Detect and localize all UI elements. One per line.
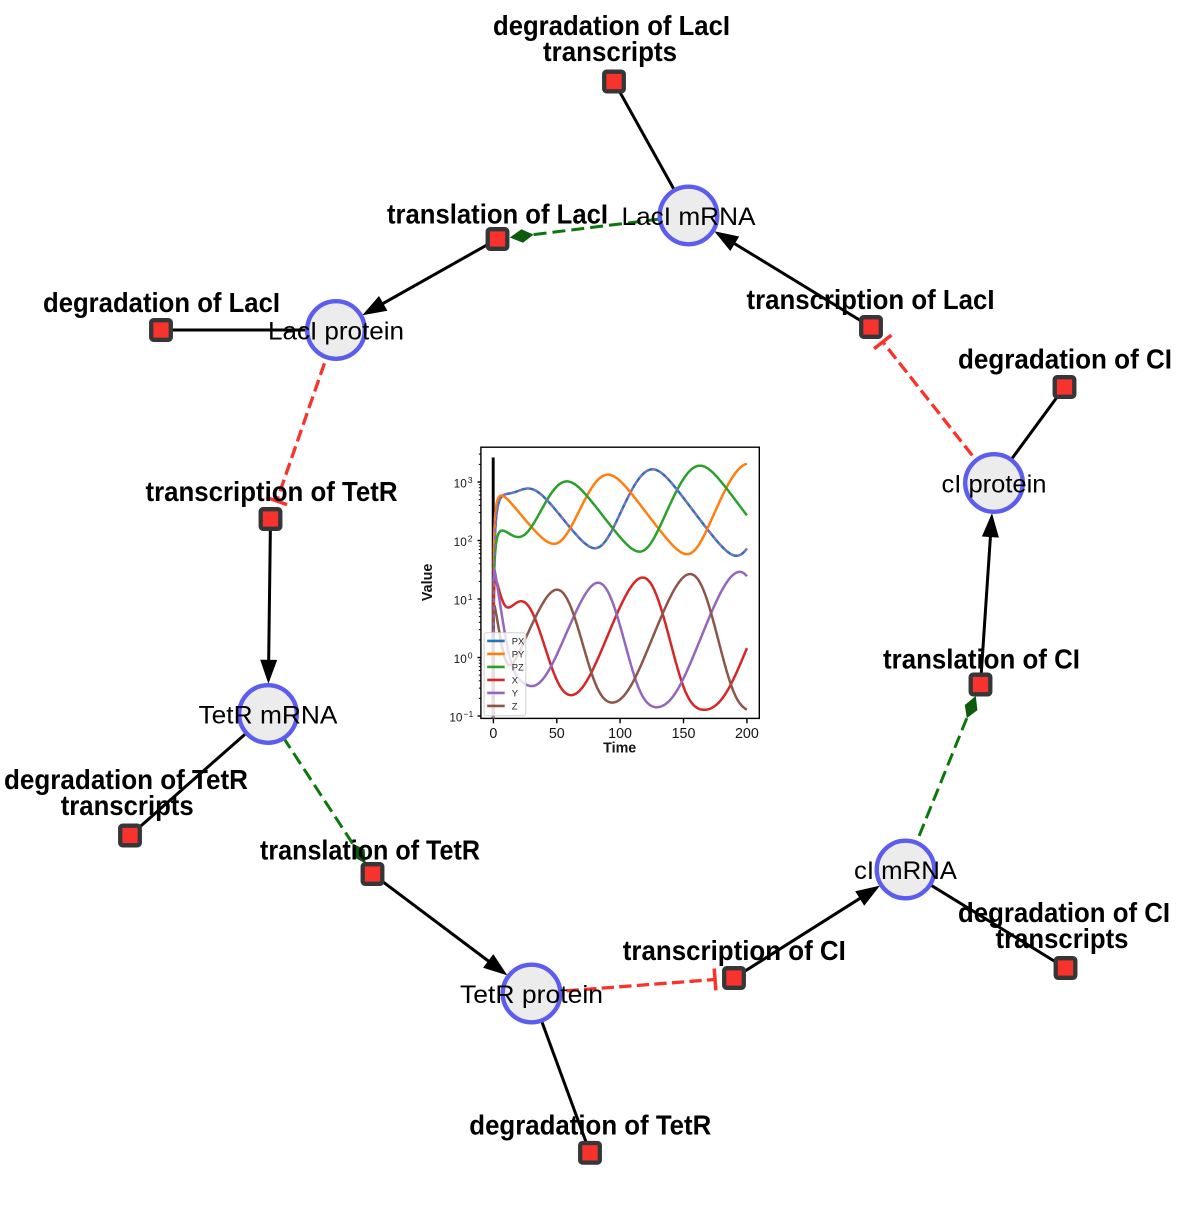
svg-text:Time: Time — [603, 740, 636, 756]
svg-text:2: 2 — [468, 533, 473, 543]
svg-text:degradation of LacI: degradation of LacI — [43, 287, 280, 318]
svg-text:transcription of CI: transcription of CI — [623, 935, 846, 966]
svg-text:transcription of LacI: transcription of LacI — [747, 284, 995, 315]
svg-text:cI protein: cI protein — [942, 471, 1047, 499]
svg-text:Y: Y — [512, 687, 519, 698]
svg-text:3: 3 — [468, 475, 473, 485]
svg-text:TetR protein: TetR protein — [460, 981, 603, 1009]
svg-text:10: 10 — [454, 594, 468, 608]
svg-text:LacI protein: LacI protein — [268, 318, 404, 346]
svg-text:transcripts: transcripts — [543, 36, 677, 67]
svg-text:degradation of TetR: degradation of TetR — [4, 764, 248, 795]
svg-text:PZ: PZ — [512, 661, 524, 672]
svg-text:TetR mRNA: TetR mRNA — [199, 702, 338, 730]
svg-text:translation of TetR: translation of TetR — [260, 835, 480, 866]
svg-text:Z: Z — [512, 700, 518, 711]
svg-text:10: 10 — [454, 652, 468, 666]
svg-text:100: 100 — [608, 726, 632, 742]
svg-text:Value: Value — [420, 564, 436, 601]
svg-text:cI mRNA: cI mRNA — [854, 857, 957, 885]
svg-text:transcripts: transcripts — [61, 790, 194, 821]
svg-text:translation of LacI: translation of LacI — [387, 198, 608, 229]
svg-text:10: 10 — [454, 535, 468, 549]
svg-text:PX: PX — [512, 635, 525, 646]
svg-text:0: 0 — [489, 726, 497, 742]
svg-text:degradation of CI: degradation of CI — [958, 344, 1172, 375]
svg-text:200: 200 — [735, 726, 759, 742]
svg-text:−1: −1 — [464, 709, 474, 719]
svg-text:translation of CI: translation of CI — [883, 644, 1080, 675]
svg-text:150: 150 — [672, 726, 696, 742]
svg-text:10: 10 — [454, 477, 468, 491]
svg-text:10: 10 — [449, 711, 463, 725]
svg-text:1: 1 — [468, 592, 473, 602]
svg-text:50: 50 — [549, 726, 565, 742]
svg-text:PY: PY — [512, 648, 525, 659]
svg-text:transcripts: transcripts — [996, 923, 1129, 954]
svg-text:degradation of LacI: degradation of LacI — [493, 10, 730, 41]
svg-text:degradation of TetR: degradation of TetR — [469, 1110, 711, 1141]
svg-text:transcription of TetR: transcription of TetR — [146, 476, 398, 507]
svg-text:LacI mRNA: LacI mRNA — [622, 203, 756, 231]
svg-text:X: X — [512, 674, 519, 685]
svg-text:degradation of CI: degradation of CI — [958, 897, 1170, 928]
svg-text:0: 0 — [468, 650, 473, 660]
